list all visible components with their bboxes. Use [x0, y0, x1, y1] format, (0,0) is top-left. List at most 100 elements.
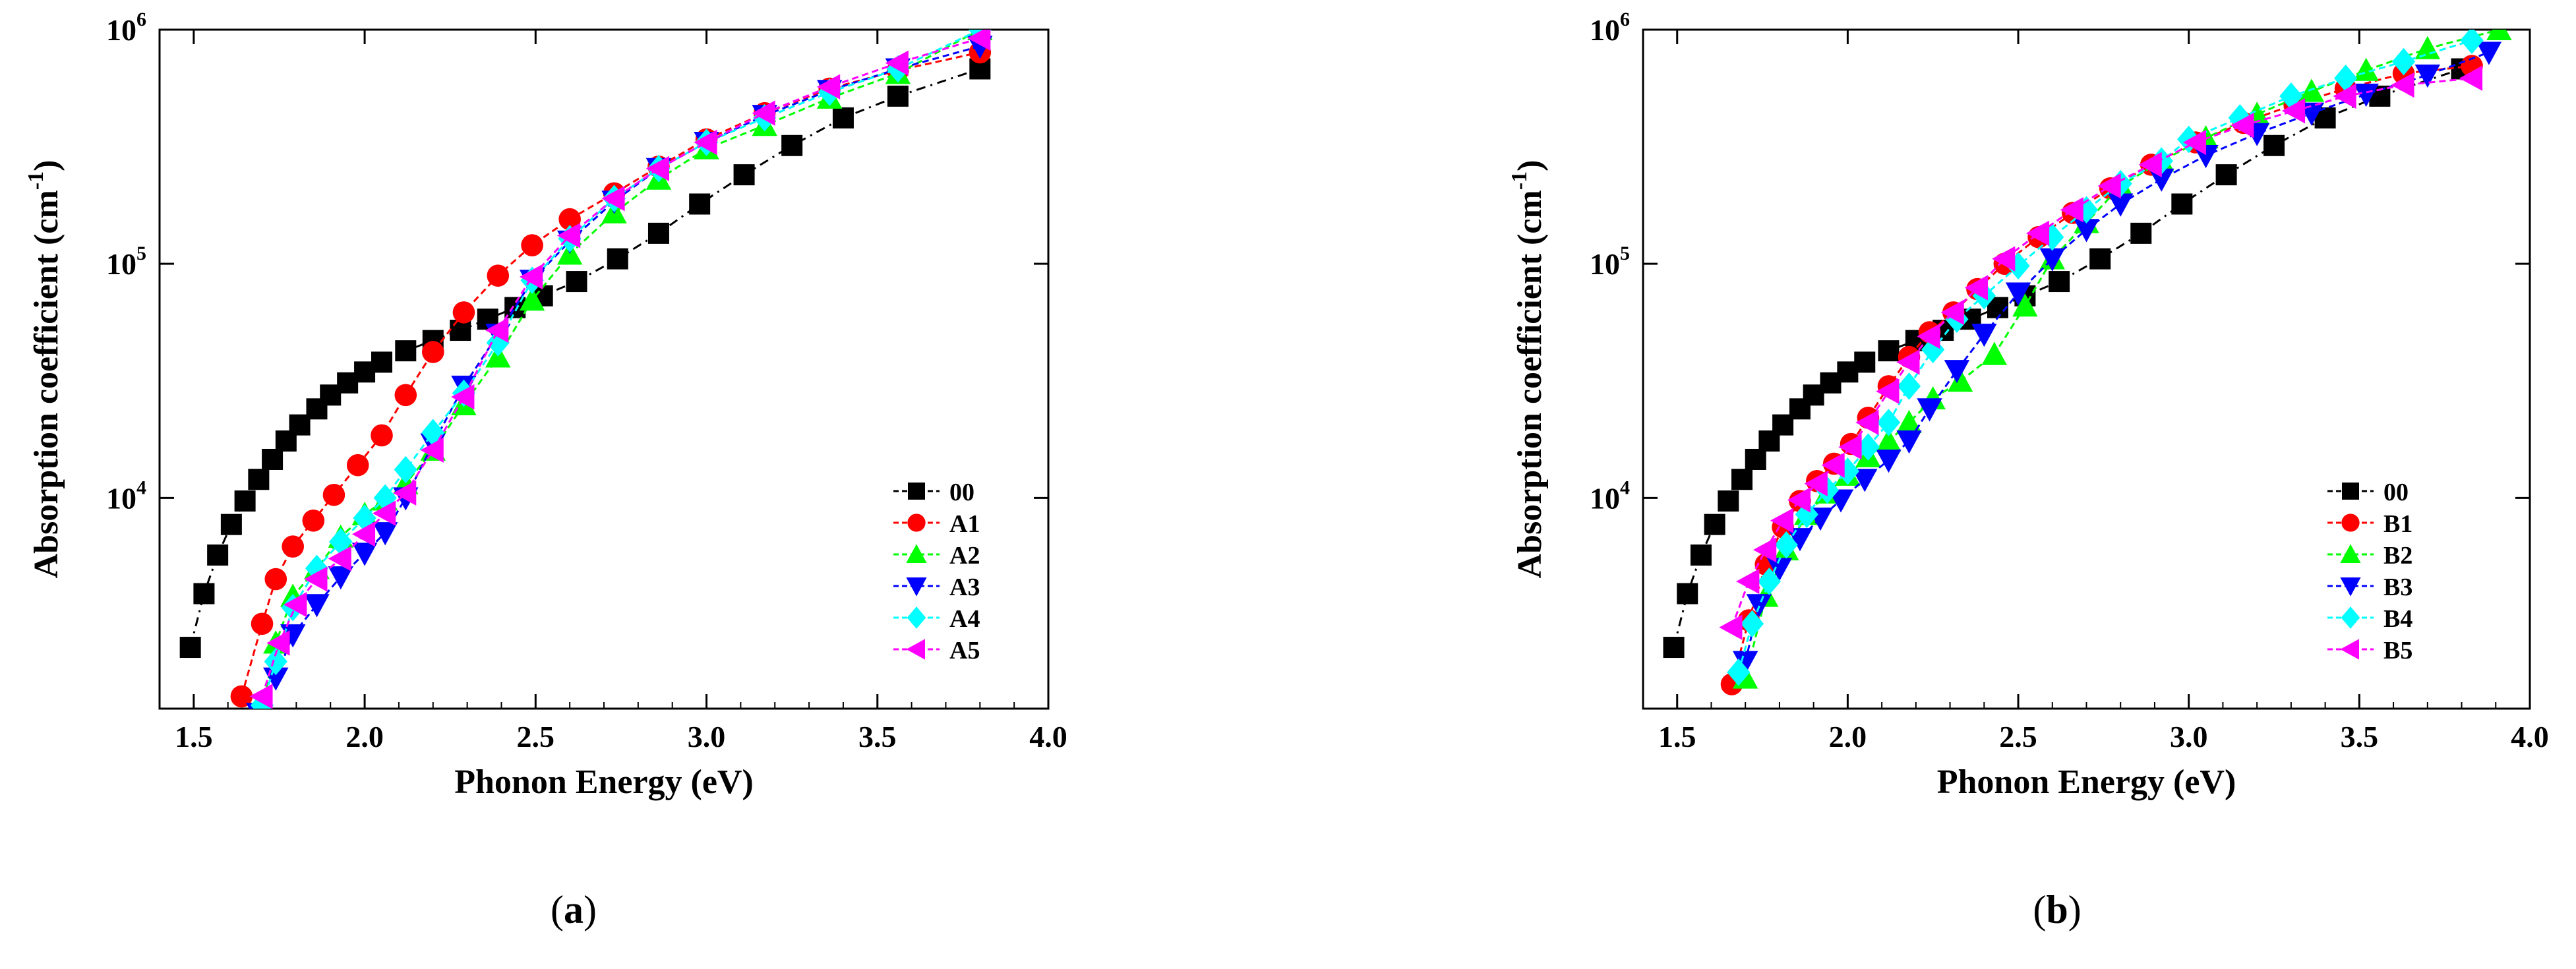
- data-point: [1757, 568, 1782, 595]
- data-point: [519, 287, 545, 311]
- x-tick-label: 3.5: [858, 720, 897, 753]
- legend-label: 00: [949, 479, 974, 506]
- data-point: [1718, 490, 1739, 512]
- data-point: [781, 134, 803, 156]
- data-point: [266, 630, 290, 656]
- data-point: [1897, 372, 1921, 400]
- y-axis-label: Absorption coefficient (cm-1): [1507, 160, 1549, 579]
- x-tick-label: 2.5: [517, 720, 555, 753]
- data-point: [2414, 36, 2441, 59]
- data-point: [1852, 469, 1878, 492]
- data-point: [262, 448, 284, 470]
- data-point: [1719, 614, 1743, 640]
- plot-area: [179, 30, 993, 709]
- data-point: [689, 193, 711, 215]
- data-point: [421, 419, 445, 447]
- data-point: [486, 329, 510, 357]
- data-point: [322, 483, 345, 506]
- data-point: [248, 469, 270, 490]
- data-point: [1731, 469, 1753, 490]
- data-point: [1787, 487, 1811, 513]
- data-point: [1876, 450, 1902, 473]
- legend-label: B2: [2383, 542, 2412, 570]
- data-point: [264, 568, 287, 591]
- data-point: [2108, 193, 2134, 217]
- legend-marker: [907, 514, 926, 532]
- data-point: [2049, 271, 2070, 293]
- legend-marker: [906, 577, 927, 597]
- series-line: [1737, 39, 2472, 673]
- data-point: [1981, 341, 2008, 365]
- data-point: [371, 351, 392, 373]
- data-point: [2414, 64, 2441, 88]
- x-tick-label: 3.5: [2341, 720, 2379, 753]
- data-point: [282, 535, 305, 558]
- data-point: [2138, 152, 2162, 178]
- legend-label: A1: [949, 510, 980, 538]
- y-tick-label: 104: [106, 477, 146, 515]
- legend-marker: [2341, 606, 2360, 629]
- data-point: [2025, 220, 2050, 247]
- y-tick-label: 106: [106, 9, 146, 47]
- data-point: [304, 594, 330, 618]
- legend-label: 00: [2383, 479, 2409, 506]
- data-point: [1795, 500, 1818, 529]
- data-point: [2263, 134, 2285, 156]
- legend-label: B3: [2383, 573, 2412, 601]
- data-point: [2281, 98, 2306, 124]
- legend-marker: [2340, 639, 2359, 660]
- data-point: [351, 543, 378, 566]
- legend-label: B4: [2383, 605, 2412, 633]
- y-tick-label: 104: [1590, 477, 1630, 515]
- data-point: [393, 480, 417, 506]
- x-tick-label: 2.0: [345, 720, 384, 753]
- x-tick-label: 3.0: [688, 720, 726, 753]
- data-point: [329, 527, 353, 556]
- data-point: [394, 384, 417, 407]
- data-point: [1821, 452, 1845, 478]
- x-tick-label: 1.5: [175, 720, 213, 753]
- data-point: [885, 50, 909, 76]
- data-point: [264, 647, 287, 676]
- x-tick-label: 4.0: [1029, 720, 1067, 753]
- data-point: [1740, 610, 1764, 638]
- data-point: [2182, 129, 2207, 156]
- data-point: [647, 222, 669, 244]
- data-point: [601, 185, 625, 212]
- legend-marker: [908, 483, 925, 500]
- x-tick-label: 2.5: [1999, 720, 2037, 753]
- data-point: [450, 320, 471, 341]
- data-point: [887, 85, 909, 107]
- data-point: [1896, 430, 1922, 454]
- legend-label: B5: [2383, 637, 2412, 664]
- data-point: [328, 566, 353, 590]
- y-axis-label: Absorption coefficient (cm-1): [24, 160, 65, 579]
- data-point: [2097, 173, 2121, 199]
- data-point: [421, 341, 444, 363]
- data-point: [220, 514, 242, 535]
- data-point: [2353, 83, 2379, 107]
- data-point: [394, 455, 417, 484]
- legend-marker: [2340, 577, 2361, 597]
- data-point: [1878, 340, 1900, 362]
- data-point: [1770, 508, 1794, 533]
- data-point: [249, 684, 273, 709]
- data-point: [372, 500, 396, 526]
- data-point: [1727, 659, 1751, 686]
- data-point: [302, 509, 325, 532]
- data-point: [1896, 409, 1922, 433]
- data-point: [694, 129, 717, 156]
- data-point: [487, 264, 510, 287]
- data-point: [607, 248, 628, 270]
- data-point: [558, 208, 581, 231]
- series-A5: [249, 30, 991, 709]
- data-point: [179, 637, 201, 659]
- x-tick-label: 2.0: [1829, 720, 1867, 753]
- y-tick-label: 106: [1590, 9, 1630, 47]
- data-point: [2089, 248, 2111, 270]
- data-point: [193, 583, 215, 604]
- data-point: [2074, 219, 2099, 243]
- data-point: [328, 546, 351, 572]
- data-point: [1944, 360, 1970, 384]
- data-point: [395, 340, 417, 362]
